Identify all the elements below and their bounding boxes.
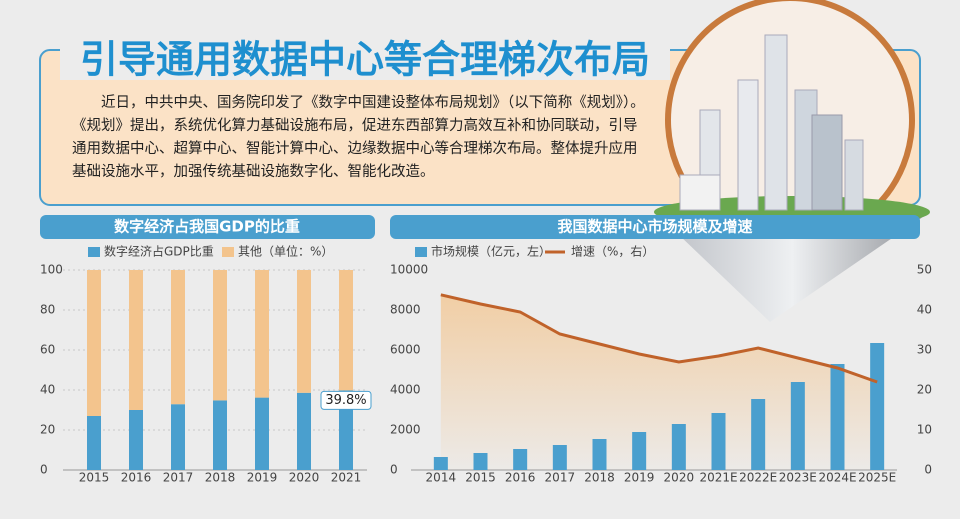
bar (592, 439, 607, 470)
bar (129, 410, 143, 470)
value-label-box (320, 390, 372, 410)
bar (473, 453, 488, 470)
legend-label: 增速（%，右） (571, 244, 654, 259)
x-tick-label: 2014 (426, 471, 457, 485)
y-tick-label: 60 (40, 343, 55, 357)
x-tick-label: 2016 (121, 471, 152, 485)
bar (671, 424, 686, 470)
chart-header (40, 215, 375, 239)
y-tick-label: 0 (390, 463, 398, 477)
y-tick-label: 80 (40, 303, 55, 317)
y-tick-label: 0 (40, 463, 48, 477)
city-illustration (654, 0, 930, 322)
y2-tick-label: 40 (917, 303, 932, 317)
y-tick-label: 100 (40, 263, 63, 277)
x-tick-label: 2017 (545, 471, 576, 485)
x-tick-label: 2021 (331, 471, 362, 485)
bar (297, 392, 311, 470)
x-tick-label: 2019 (624, 471, 655, 485)
bar (433, 457, 448, 470)
y2-tick-label: 10 (917, 423, 932, 437)
x-tick-label: 2020 (289, 471, 320, 485)
chart-title: 我国数据中心市场规模及增速 (557, 218, 752, 236)
y-tick-label: 4000 (390, 383, 421, 397)
x-tick-label: 2018 (205, 471, 236, 485)
bar (870, 343, 885, 470)
x-tick-label: 2025E (858, 471, 896, 485)
value-label: 39.8% (325, 393, 366, 408)
x-tick-label: 2015 (465, 471, 496, 485)
x-tick-label: 2018 (584, 471, 615, 485)
y2-tick-label: 20 (917, 383, 932, 397)
x-tick-label: 2015 (79, 471, 110, 485)
line-area (440, 294, 878, 470)
chart-title: 数字经济占我国GDP的比重 (114, 218, 300, 236)
legend-swatch (415, 247, 427, 257)
x-tick-label: 2022E (739, 471, 777, 485)
bar (830, 364, 845, 470)
x-tick-label: 2017 (163, 471, 194, 485)
y-tick-label: 40 (40, 383, 55, 397)
y-tick-label: 2000 (390, 423, 421, 437)
x-tick-label: 2024E (818, 471, 856, 485)
legend-label: 其他（单位：%） (238, 244, 333, 259)
bar (297, 270, 311, 393)
chart-header (390, 215, 920, 239)
x-tick-label: 2021E (699, 471, 737, 485)
bar (171, 270, 185, 405)
bar (171, 404, 185, 470)
bar (711, 413, 726, 470)
y-tick-label: 10000 (390, 263, 428, 277)
bar (552, 445, 567, 470)
bar (255, 397, 269, 470)
bar (255, 270, 269, 398)
x-tick-label: 2019 (247, 471, 278, 485)
bar (87, 270, 101, 416)
title-backdrop (60, 40, 670, 80)
legend-swatch (222, 247, 234, 257)
bar (513, 449, 528, 470)
bar (213, 270, 227, 401)
intro-text: 近日，中共中央、国务院印发了《数字中国建设整体布局规划》（以下简称《规划》）。《… (72, 95, 645, 180)
y2-tick-label: 50 (917, 263, 932, 277)
legend-label: 市场规模（亿元，左） (431, 244, 551, 259)
legend-swatch (88, 247, 100, 257)
bar (751, 399, 766, 470)
x-tick-label: 2023E (779, 471, 817, 485)
bar (339, 390, 353, 470)
legend-label: 数字经济占GDP比重 (104, 244, 214, 259)
x-tick-label: 2020 (664, 471, 695, 485)
bar (213, 400, 227, 470)
x-tick-label: 2016 (505, 471, 536, 485)
bar (339, 270, 353, 391)
bar (129, 270, 143, 410)
y2-tick-label: 30 (917, 343, 932, 357)
bar (790, 382, 805, 470)
bar (632, 432, 647, 470)
y-tick-label: 20 (40, 423, 55, 437)
line (440, 293, 878, 384)
page-title: 引导通用数据中心等合理梯次布局 (80, 38, 650, 82)
y-tick-label: 8000 (390, 303, 421, 317)
y2-tick-label: 0 (924, 463, 932, 477)
bar (87, 416, 101, 470)
y-tick-label: 6000 (390, 343, 421, 357)
